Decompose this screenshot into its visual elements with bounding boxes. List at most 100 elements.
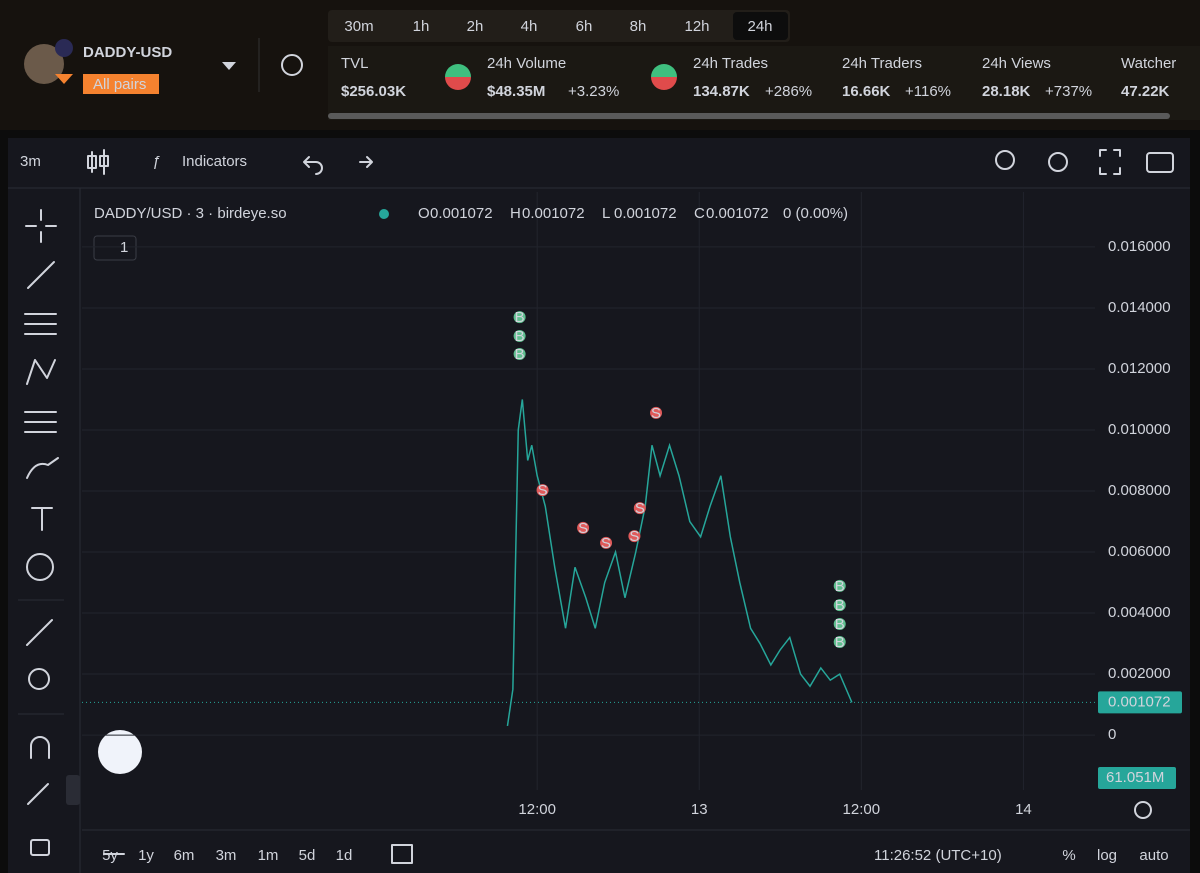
- trade-marker-label: B: [515, 328, 525, 345]
- pane-toggle[interactable]: [93, 235, 137, 261]
- trade-marker-label: B: [835, 634, 845, 651]
- timeframe-tab[interactable]: 6h: [576, 18, 593, 35]
- alert-icon[interactable]: [995, 150, 1015, 170]
- trade-marker: [833, 636, 846, 649]
- trade-marker-label: B: [835, 616, 845, 633]
- stat-change: +737%: [1045, 83, 1092, 100]
- scale-button[interactable]: auto: [1139, 847, 1168, 864]
- brush-tool[interactable]: [26, 457, 59, 479]
- pie-icon: [445, 77, 471, 90]
- timeframe-tab[interactable]: 24h: [747, 18, 772, 35]
- ohlc-value: 0.001072: [706, 205, 769, 222]
- ohlc-value: 0.001072: [522, 205, 585, 222]
- y-tick-label: 0.004000: [1108, 604, 1171, 621]
- token-name: DADDY-USD: [83, 44, 172, 61]
- stat-label: 24h Views: [982, 55, 1051, 72]
- trade-marker: [600, 536, 613, 549]
- legend-change: 0 (0.00%): [783, 205, 848, 222]
- stat-value: $48.35M: [487, 83, 545, 100]
- timeframe-tab[interactable]: 2h: [467, 18, 484, 35]
- trade-marker: [633, 502, 646, 515]
- x-tick-label: 13: [691, 801, 708, 818]
- pairs-badge[interactable]: All pairs: [93, 76, 146, 93]
- y-tick-label: 0: [1108, 726, 1116, 743]
- stat-change: +3.23%: [568, 83, 619, 100]
- interval[interactable]: 3m: [20, 153, 41, 170]
- emoji-tool[interactable]: [26, 553, 54, 581]
- chart-panel: [8, 138, 1190, 873]
- trade-marker-label: S: [635, 500, 645, 517]
- stat-label: TVL: [341, 55, 369, 72]
- y-tick-label: 0.010000: [1108, 421, 1171, 438]
- x-tick-label: 12:00: [843, 801, 881, 818]
- date-range-icon[interactable]: [103, 844, 413, 864]
- dropdown[interactable]: [222, 62, 236, 70]
- stat-label: 24h Volume: [487, 55, 566, 72]
- stat-value: 16.66K: [842, 83, 891, 100]
- magnet-tool[interactable]: [30, 736, 50, 759]
- lock-draw-tool[interactable]: [27, 783, 49, 805]
- text-tool[interactable]: [31, 507, 53, 531]
- settings-icon[interactable]: [1048, 152, 1068, 172]
- ohlc-value: 0.001072: [614, 205, 677, 222]
- unlock-tool[interactable]: [30, 839, 50, 856]
- axis-settings[interactable]: [1134, 801, 1152, 819]
- candle-icon[interactable]: [87, 149, 109, 175]
- timeframe-tab[interactable]: 8h: [630, 18, 647, 35]
- range-button[interactable]: 1y: [138, 847, 154, 864]
- crosshair-tool[interactable]: [25, 209, 57, 243]
- y-tick-label: 0.014000: [1108, 299, 1171, 316]
- range-button[interactable]: 1d: [336, 847, 353, 864]
- zoom-tool[interactable]: [28, 668, 50, 690]
- range-button[interactable]: 3m: [216, 847, 237, 864]
- stat-label: 24h Traders: [842, 55, 922, 72]
- scale-button[interactable]: %: [1062, 847, 1075, 864]
- timeframe-tab[interactable]: 30m: [344, 18, 373, 35]
- range-button[interactable]: 1m: [258, 847, 279, 864]
- trade-marker-label: S: [578, 520, 588, 537]
- ohlc-key: C: [694, 205, 705, 222]
- trade-marker-label: B: [835, 578, 845, 595]
- y-tick-label: 0.016000: [1108, 238, 1171, 255]
- trade-marker: [513, 348, 526, 361]
- pattern-tool[interactable]: [26, 359, 56, 385]
- indicators[interactable]: Indicators: [182, 153, 247, 170]
- volume-label: 61.051M: [1106, 769, 1164, 786]
- clock: 11:26:52 (UTC+10): [874, 847, 1002, 864]
- badge-bg: [83, 74, 159, 94]
- ohlc-key: L: [602, 205, 610, 222]
- collapse-handle[interactable]: [66, 775, 80, 805]
- trade-marker-label: B: [515, 309, 525, 326]
- timeframe-tab[interactable]: 4h: [521, 18, 538, 35]
- stats-panel: [328, 46, 1200, 120]
- timeframe-tab[interactable]: 1h: [413, 18, 430, 35]
- y-tick-label: 0.002000: [1108, 665, 1171, 682]
- trade-marker: [833, 579, 846, 592]
- undo-icon[interactable]: [303, 156, 323, 175]
- range-button[interactable]: 6m: [174, 847, 195, 864]
- stat-change: +116%: [905, 83, 951, 100]
- redo-icon[interactable]: [359, 156, 373, 168]
- fullscreen-icon[interactable]: [1099, 149, 1121, 175]
- last-price-bg: [1098, 691, 1182, 714]
- x-tick-label: 12:00: [518, 801, 556, 818]
- pie-icon: [651, 64, 677, 77]
- stat-value: $256.03K: [341, 83, 406, 100]
- scrollbar: [328, 113, 1170, 119]
- trade-marker: [513, 330, 526, 343]
- fx-icon[interactable]: ƒ: [152, 153, 160, 170]
- x-tick-label: 14: [1015, 801, 1032, 818]
- fib-tool[interactable]: [24, 313, 57, 335]
- line-tool[interactable]: [27, 261, 55, 289]
- trade-marker: [577, 521, 590, 534]
- settings-icon[interactable]: [281, 54, 303, 76]
- ruler-tool[interactable]: [26, 619, 53, 646]
- camera-icon[interactable]: [1146, 152, 1174, 173]
- scale-button[interactable]: log: [1097, 847, 1117, 864]
- range-button[interactable]: 5d: [299, 847, 316, 864]
- range-button[interactable]: 5y: [102, 847, 118, 864]
- stat-label: Watcher: [1121, 55, 1176, 72]
- timeframe-tab[interactable]: 12h: [684, 18, 709, 35]
- forecast-tool[interactable]: [24, 411, 57, 433]
